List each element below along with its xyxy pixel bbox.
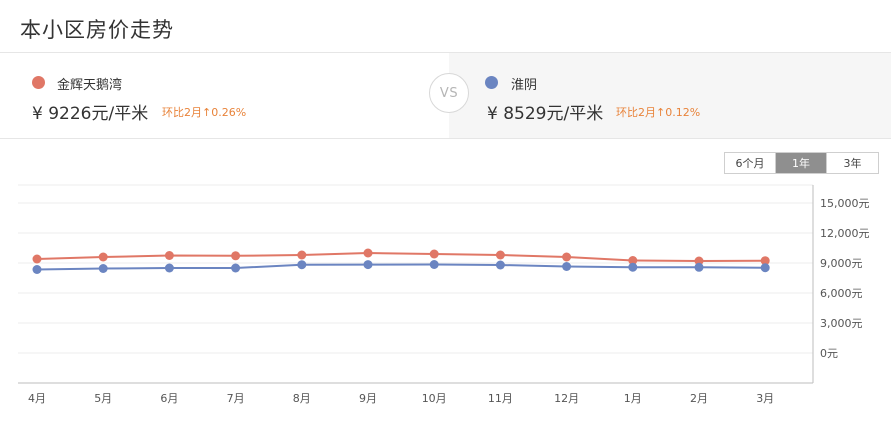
data-point[interactable]	[231, 263, 241, 273]
y-tick-label: 15,000元	[820, 197, 870, 210]
city-ratio: 环比2月↑0.12%	[616, 106, 701, 119]
data-point[interactable]	[628, 262, 638, 272]
data-point[interactable]	[363, 248, 373, 258]
data-point[interactable]	[363, 260, 373, 270]
data-point[interactable]	[694, 262, 704, 272]
data-point[interactable]	[760, 263, 770, 273]
y-tick-label: 0元	[820, 347, 838, 360]
time-range-tabs: 6个月 1年 3年	[724, 152, 879, 174]
data-point[interactable]	[694, 256, 704, 266]
x-tick-label: 3月	[756, 392, 774, 405]
city-name: 淮阴	[511, 78, 538, 93]
data-point[interactable]	[297, 260, 307, 270]
compare-right-panel: 淮阴 ¥ 8529元/平米 环比2月↑0.12%	[449, 53, 891, 138]
tick-labels: 15,000元 12,000元 9,000元 6,000元 3,000元 0元 4月 5月 6月…	[28, 197, 870, 405]
data-point[interactable]	[164, 263, 174, 273]
x-tick-label: 11月	[488, 392, 513, 405]
tab-1-year[interactable]: 1年	[776, 153, 827, 173]
community-price: ¥ 9226元/平米	[32, 104, 149, 124]
tab-6-months[interactable]: 6个月	[725, 153, 776, 173]
compare-left-panel: 金辉天鹅湾 ¥ 9226元/平米 环比2月↑0.26%	[0, 53, 449, 138]
x-tick-label: 2月	[690, 392, 708, 405]
series-layer	[32, 248, 770, 274]
y-tick-label: 12,000元	[820, 227, 870, 240]
city-price: ¥ 8529元/平米	[487, 104, 604, 124]
vs-badge: VS	[429, 73, 469, 113]
data-point[interactable]	[495, 250, 505, 260]
community-ratio: 环比2月↑0.26%	[162, 106, 247, 119]
divider	[0, 52, 891, 53]
data-point[interactable]	[98, 264, 108, 273]
series-line-0	[36, 251, 766, 263]
data-point[interactable]	[562, 262, 572, 271]
comparison-panel: 金辉天鹅湾 ¥ 9226元/平米 环比2月↑0.26% 淮阴 ¥ 8529元/平…	[0, 53, 891, 139]
data-point[interactable]	[760, 256, 770, 266]
y-tick-label: 6,000元	[820, 287, 863, 300]
data-point[interactable]	[297, 250, 307, 260]
x-tick-label: 10月	[422, 392, 447, 405]
page-title: 本小区房价走势	[20, 18, 174, 42]
x-tick-label: 5月	[94, 392, 112, 405]
data-point[interactable]	[231, 251, 241, 261]
x-tick-label: 12月	[554, 392, 579, 405]
data-point[interactable]	[98, 252, 108, 262]
price-trend-chart: 15,000元 12,000元 9,000元 6,000元 3,000元 0元 4月 5月 6月…	[18, 184, 870, 405]
data-point[interactable]	[429, 260, 439, 269]
data-point[interactable]	[32, 265, 42, 274]
y-tick-label: 9,000元	[820, 257, 863, 270]
grid-lines	[18, 184, 813, 354]
community-name: 金辉天鹅湾	[57, 78, 123, 93]
x-tick-label: 1月	[624, 392, 642, 405]
x-tick-label: 6月	[160, 392, 178, 405]
data-point[interactable]	[32, 254, 42, 264]
data-point[interactable]	[495, 260, 505, 270]
x-tick-label: 7月	[227, 392, 245, 405]
x-tick-label: 9月	[359, 392, 377, 405]
data-point[interactable]	[628, 256, 638, 265]
x-tick-label: 4月	[28, 392, 46, 405]
data-point[interactable]	[562, 252, 572, 262]
series-line-1	[36, 263, 766, 271]
y-tick-label: 3,000元	[820, 317, 863, 330]
x-tick-label: 8月	[293, 392, 311, 405]
tab-3-years[interactable]: 3年	[827, 153, 878, 173]
data-point[interactable]	[164, 251, 174, 260]
series-color-dot-right	[485, 76, 498, 89]
data-point[interactable]	[429, 249, 439, 259]
series-color-dot-left	[32, 76, 45, 89]
